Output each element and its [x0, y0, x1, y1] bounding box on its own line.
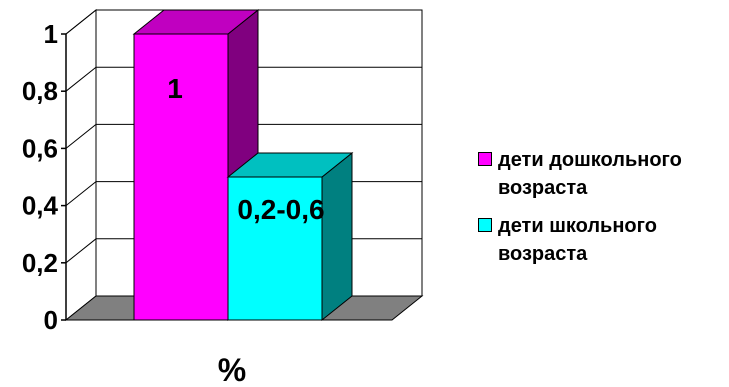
legend-swatch-school — [478, 218, 492, 232]
gridline — [65, 123, 422, 149]
x-axis-label: % — [218, 352, 246, 387]
y-tick-label: 1 — [44, 19, 58, 49]
gridline — [65, 66, 422, 92]
data-label: 0,2-0,6 — [237, 194, 324, 225]
legend-label-preschool: дети дошкольного возраста — [498, 149, 682, 199]
data-label: 1 — [167, 73, 183, 104]
y-tick-label: 0,8 — [22, 76, 58, 106]
gridline — [65, 9, 422, 35]
y-tick-label: 0,4 — [22, 191, 59, 221]
chart-legend: дети дошкольного возраста дети школьного… — [478, 146, 728, 278]
y-tick-label: 0,6 — [22, 133, 58, 163]
legend-item-preschool: дети дошкольного возраста — [478, 146, 728, 202]
legend-swatch-preschool — [478, 152, 492, 166]
y-tick-label: 0 — [44, 305, 58, 335]
bar-side — [321, 151, 353, 322]
y-axis: 0 0,2 0,4 0,6 0,8 1 — [22, 19, 67, 335]
bar-school — [226, 151, 354, 322]
side-wall — [65, 8, 97, 322]
data-labels: 1 0,2-0,6 — [167, 73, 324, 225]
legend-item-school: дети школьного возраста — [478, 212, 728, 268]
bar-front — [133, 33, 229, 321]
y-tick-label: 0,2 — [22, 248, 58, 278]
bars — [132, 8, 354, 322]
legend-label-school: дети школьного возраста — [498, 215, 657, 265]
bar-front — [227, 176, 323, 321]
